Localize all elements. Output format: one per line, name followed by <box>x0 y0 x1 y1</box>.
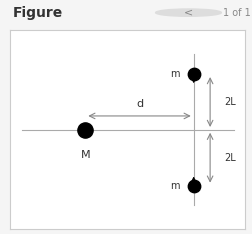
Point <box>83 128 87 132</box>
Text: m: m <box>169 69 179 79</box>
Text: <: < <box>183 8 192 18</box>
Point <box>191 184 195 187</box>
Circle shape <box>155 9 220 16</box>
Text: 2L: 2L <box>223 97 235 107</box>
Text: 1 of 1: 1 of 1 <box>222 8 249 18</box>
Point <box>191 72 195 76</box>
Text: m: m <box>169 181 179 190</box>
Text: d: d <box>135 99 143 109</box>
Text: M: M <box>80 150 90 160</box>
Text: Figure: Figure <box>13 6 63 20</box>
Text: 2L: 2L <box>223 153 235 163</box>
